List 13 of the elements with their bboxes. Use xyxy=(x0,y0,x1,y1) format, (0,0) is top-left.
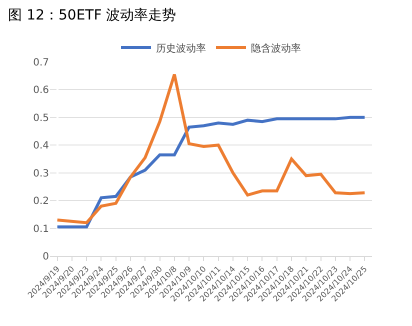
y-tick-label: 0.3 xyxy=(33,168,49,180)
y-tick-label: 0 xyxy=(42,252,49,262)
line-series xyxy=(56,116,366,228)
legend-label: 隐含波动率 xyxy=(251,42,301,54)
line-series xyxy=(56,72,366,224)
chart-title: 图 12：50ETF 波动率走势 xyxy=(8,8,176,24)
y-tick-label: 0.4 xyxy=(33,140,49,152)
y-tick-label: 0.6 xyxy=(33,85,49,96)
legend-label: 历史波动率 xyxy=(156,42,206,54)
y-tick-label: 0.5 xyxy=(33,112,49,124)
y-tick-label: 0.1 xyxy=(33,224,49,235)
y-tick-label: 0.7 xyxy=(33,58,49,68)
y-tick-label: 0.2 xyxy=(33,196,49,208)
